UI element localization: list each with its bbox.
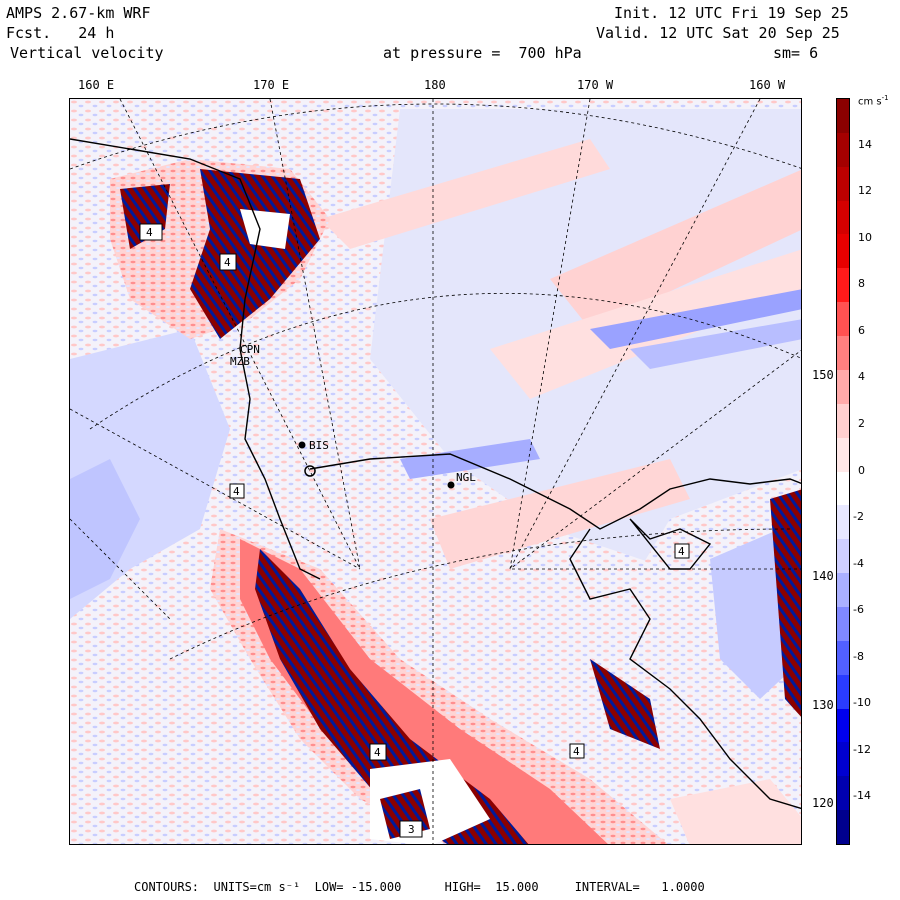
parallel-south: [169, 528, 791, 660]
colorbar: [836, 98, 850, 845]
streak-pink-4: [320, 139, 610, 249]
lon-label-160e: 160 E: [78, 78, 115, 92]
colorbar-segment: [837, 268, 849, 303]
colorbar-segment: [837, 132, 849, 168]
station-mzb: MZB: [230, 355, 250, 368]
streak-pink-1: [550, 169, 801, 329]
forecast-label-text: Fcst.: [6, 24, 52, 42]
colorbar-segment: [837, 606, 849, 642]
colorbar-tick-label: 2: [858, 416, 865, 430]
box-label-1: 4: [146, 226, 153, 239]
field-name: Vertical velocity: [10, 44, 164, 62]
parallel-north: [70, 103, 801, 170]
box-label-4: 4: [678, 545, 685, 558]
band-red-mountains: [240, 539, 608, 844]
colorbar-tick-label: -14: [853, 789, 871, 803]
max-min-boxes: 4 4 4 4 4 4 3: [139, 223, 690, 838]
box-label-6: 4: [374, 746, 381, 759]
colorbar-segment: [837, 742, 849, 777]
region-blue-west: [70, 459, 140, 599]
colorbar-tick-label: 0: [858, 463, 865, 477]
station-dot-ngl: [447, 481, 455, 489]
colorbar-segment: [837, 810, 849, 845]
lon-label-170w: 170 W: [577, 78, 614, 92]
colorbar-segment: [837, 471, 849, 506]
colorbar-tick-label: -8: [853, 649, 864, 663]
colorbar-segment: [837, 674, 849, 710]
graticule: [70, 99, 801, 844]
colorbar-segment: [837, 776, 849, 811]
colorbar-unit: cm s-1: [858, 94, 889, 108]
region-east-dark: [770, 489, 801, 717]
colorbar-segment: [837, 336, 849, 371]
region-southeast-pink: [670, 779, 801, 844]
box-label-5: 4: [573, 745, 580, 758]
station-cpn: CPN: [240, 343, 260, 356]
meridian-150e: [70, 408, 361, 570]
coast-east: [569, 528, 801, 810]
contour-info: CONTOURS: UNITS=cm s⁻¹ LOW= -15.000 HIGH…: [134, 880, 705, 894]
forecast-label: Fcst. 24 h: [6, 24, 114, 42]
streak-pink-3: [430, 459, 690, 569]
box-label-3: 4: [233, 485, 240, 498]
colorbar-tick-label: 4: [858, 370, 865, 384]
colorbar-segment: [837, 539, 849, 574]
colorbar-tick-label: 6: [858, 323, 865, 337]
colorbar-tick-label: 14: [858, 137, 872, 151]
lon-label-160w: 160 W: [749, 78, 786, 92]
colorbar-tick-label: 8: [858, 277, 865, 291]
colorbar-segment: [837, 234, 849, 269]
colorbar-tick-label: -10: [853, 696, 871, 710]
map-panel: 4 4 4 4 4 4 3 BIS NGL CPN MZB: [69, 98, 802, 845]
colorbar-segment: [837, 573, 849, 608]
coast-victoria-land: [70, 138, 321, 580]
ice-shelf-front: [309, 453, 801, 530]
colorbar-segment: [837, 302, 849, 337]
station-ring: [304, 465, 316, 477]
lon-label-170e: 170 E: [253, 78, 290, 92]
colorbar-tick-label: -4: [853, 556, 864, 570]
colorbar-segment: [837, 708, 849, 743]
colorbar-segment: [837, 166, 849, 202]
colorbar-tick-label: -12: [853, 742, 871, 756]
pressure-level: at pressure = 700 hPa: [383, 44, 582, 62]
colorbar-segment: [837, 437, 849, 472]
colorbar-segment: [837, 99, 849, 134]
colorbar-segment: [837, 200, 849, 235]
streak-blue-3: [400, 439, 540, 479]
box-label-7: 3: [408, 823, 415, 836]
init-time: Init. 12 UTC Fri 19 Sep 25: [614, 4, 849, 22]
region-east-ridge: [590, 659, 660, 749]
lon-label-180: 180: [424, 78, 446, 92]
smoothing: sm= 6: [773, 44, 819, 62]
stations: BIS NGL CPN MZB: [230, 343, 476, 489]
parallel-mid: [89, 293, 801, 430]
island-east: [629, 518, 712, 570]
valid-time: Valid. 12 UTC Sat 20 Sep 25: [596, 24, 840, 42]
meridian-160w: [509, 99, 761, 570]
station-bis: BIS: [309, 439, 329, 452]
colorbar-tick-label: 10: [858, 230, 872, 244]
map-canvas: 4 4 4 4 4 4 3 BIS NGL CPN MZB: [70, 99, 801, 844]
meridian-160e: [119, 99, 361, 570]
colorbar-segment: [837, 403, 849, 439]
coastline: [70, 138, 801, 810]
colorbar-tick-label: 12: [858, 184, 872, 198]
meridian-170w: [509, 99, 591, 570]
colorbar-tick-label: -2: [853, 510, 864, 524]
station-dot-bis: [298, 441, 306, 449]
model-title: AMPS 2.67-km WRF: [6, 4, 151, 22]
box-label-2: 4: [224, 256, 231, 269]
streak-blue-1: [590, 289, 801, 349]
terrain-white-1: [240, 209, 290, 249]
meridian-170e: [269, 99, 361, 570]
colorbar-tick-label: -6: [853, 603, 864, 617]
colorbar-segment: [837, 505, 849, 540]
forecast-hours: 24 h: [78, 24, 115, 42]
station-ngl: NGL: [456, 471, 476, 484]
colorbar-segment: [837, 369, 849, 405]
meridian-150w: [509, 350, 801, 570]
streak-blue-2: [630, 319, 801, 369]
colorbar-segment: [837, 640, 849, 676]
